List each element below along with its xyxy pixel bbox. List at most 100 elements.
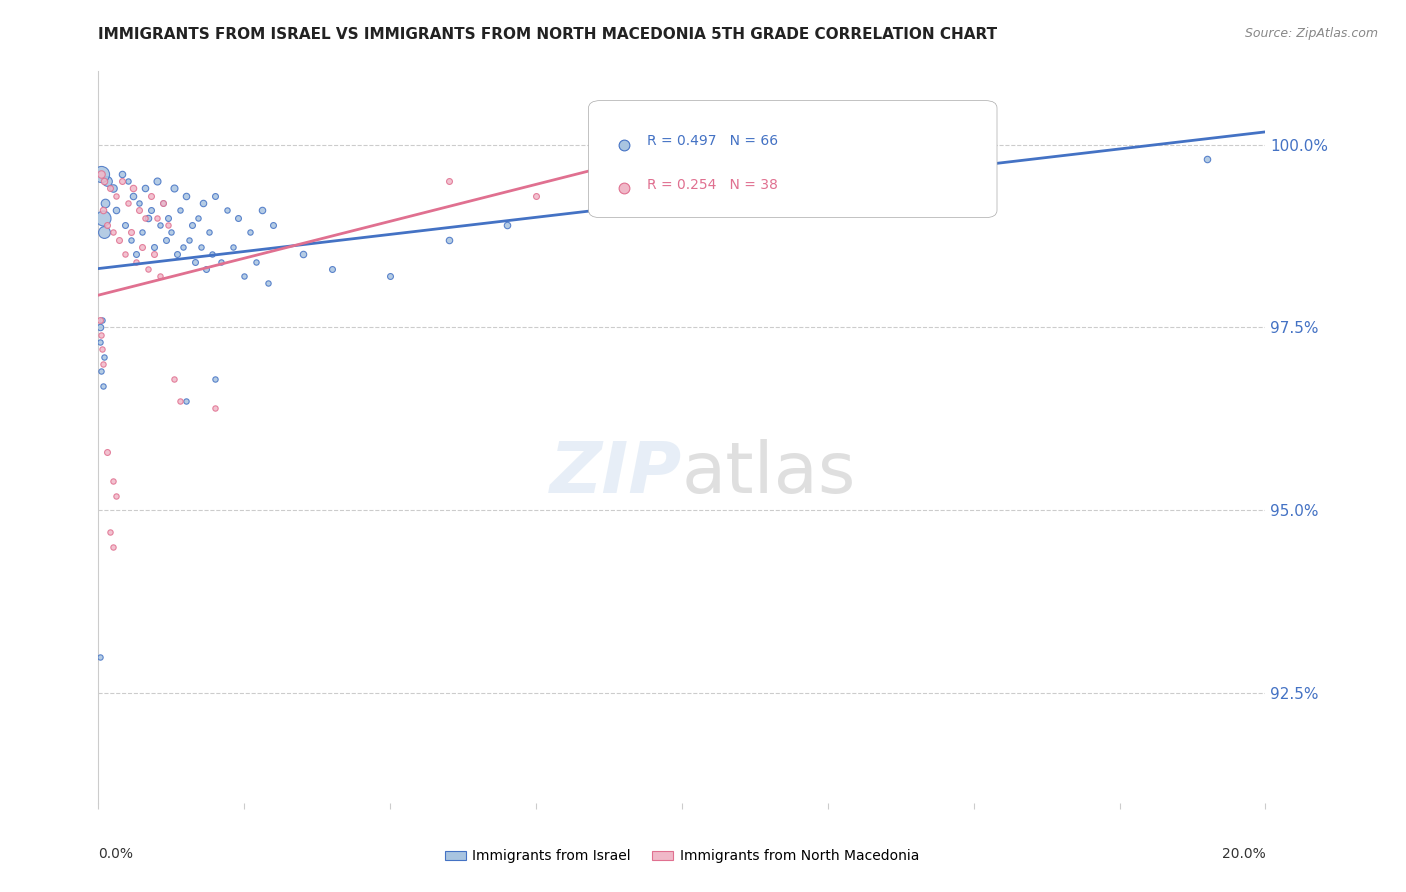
Point [228, 211, 250, 225]
Point [157, 218, 180, 232]
Point [187, 211, 209, 225]
Point [204, 188, 226, 202]
Point [204, 371, 226, 385]
Point [157, 211, 180, 225]
Point [93, 350, 115, 364]
Point [495, 218, 517, 232]
Point [90, 167, 112, 181]
Point [160, 225, 183, 239]
Point [131, 225, 153, 239]
Text: 0.0%: 0.0% [98, 847, 134, 861]
Point [122, 188, 145, 202]
Point [180, 218, 202, 232]
Point [98, 181, 121, 195]
Point [134, 211, 156, 225]
Point [193, 196, 215, 211]
Point [90, 327, 112, 342]
Point [117, 832, 139, 847]
Point [169, 393, 191, 408]
Point [101, 225, 124, 239]
Legend: Immigrants from Israel, Immigrants from North Macedonia: Immigrants from Israel, Immigrants from … [439, 844, 925, 869]
Text: Source: ZipAtlas.com: Source: ZipAtlas.com [1244, 27, 1378, 40]
Point [152, 196, 174, 211]
Point [174, 188, 197, 202]
Point [209, 254, 232, 268]
Point [201, 247, 224, 261]
Point [96, 218, 118, 232]
Point [90, 313, 112, 327]
Point [93, 174, 115, 188]
Point [142, 240, 165, 254]
Point [94, 196, 117, 211]
Point [89, 334, 111, 349]
Point [1195, 152, 1218, 166]
Point [90, 364, 112, 378]
Point [245, 254, 267, 268]
Point [195, 261, 218, 276]
Point [101, 181, 124, 195]
Point [89, 313, 111, 327]
Point [91, 357, 114, 371]
Point [90, 343, 112, 357]
Point [136, 261, 159, 276]
Point [131, 240, 153, 254]
Point [256, 277, 278, 291]
Text: IMMIGRANTS FROM ISRAEL VS IMMIGRANTS FROM NORTH MACEDONIA 5TH GRADE CORRELATION : IMMIGRANTS FROM ISRAEL VS IMMIGRANTS FRO… [98, 27, 997, 42]
Point [198, 225, 221, 239]
Point [120, 233, 142, 247]
Text: R = 0.497   N = 66: R = 0.497 N = 66 [647, 134, 778, 148]
Point [139, 203, 162, 218]
Point [262, 218, 284, 232]
Point [155, 233, 177, 247]
Point [111, 174, 134, 188]
Point [114, 218, 136, 232]
Point [111, 167, 134, 181]
Point [96, 174, 118, 188]
Point [437, 174, 460, 188]
Point [437, 233, 460, 247]
Point [146, 211, 169, 225]
Point [91, 211, 114, 225]
Text: 20.0%: 20.0% [1222, 847, 1265, 861]
Point [172, 240, 194, 254]
Point [183, 254, 205, 268]
Point [104, 489, 127, 503]
Point [128, 196, 150, 211]
Point [174, 393, 197, 408]
Point [128, 203, 150, 218]
Point [233, 269, 256, 284]
Point [91, 203, 114, 218]
Point [117, 196, 139, 211]
Text: atlas: atlas [682, 439, 856, 508]
Point [96, 444, 118, 458]
Point [101, 540, 124, 554]
Point [163, 181, 186, 195]
Point [149, 218, 172, 232]
Point [125, 254, 148, 268]
Point [136, 211, 159, 225]
Point [250, 203, 273, 218]
Point [142, 247, 165, 261]
Point [122, 181, 145, 195]
FancyBboxPatch shape [589, 101, 997, 218]
Point [104, 203, 127, 218]
Point [524, 188, 547, 202]
Point [114, 247, 136, 261]
Point [166, 247, 188, 261]
Text: ZIP: ZIP [550, 439, 682, 508]
Point [378, 269, 402, 284]
Point [108, 233, 131, 247]
Point [204, 401, 226, 415]
Point [221, 240, 243, 254]
Point [146, 174, 169, 188]
Point [90, 167, 112, 181]
Point [321, 261, 343, 276]
Point [139, 188, 162, 202]
Point [125, 247, 148, 261]
Point [149, 269, 172, 284]
Point [239, 225, 262, 239]
Point [89, 649, 111, 664]
Point [190, 240, 212, 254]
Text: R = 0.254   N = 38: R = 0.254 N = 38 [647, 178, 778, 192]
Point [93, 225, 115, 239]
